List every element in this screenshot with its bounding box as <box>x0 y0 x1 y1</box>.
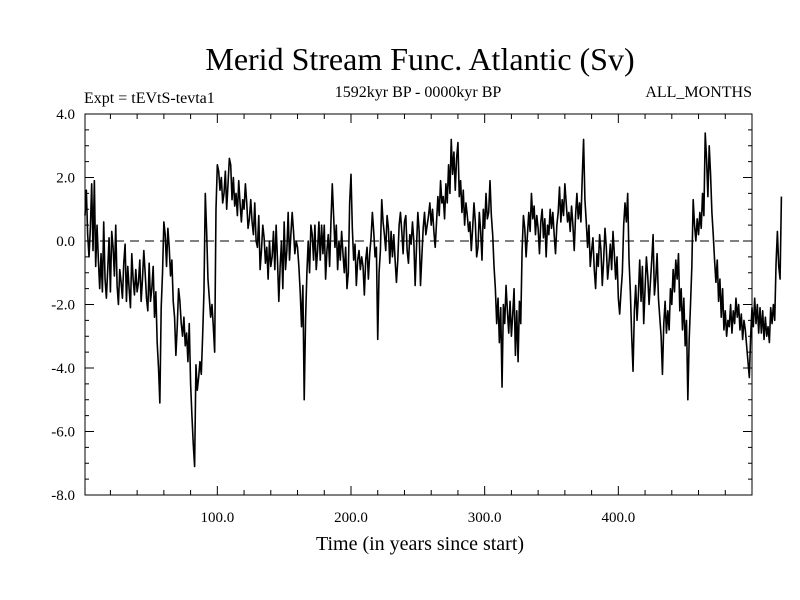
chart-subtitle-center: 1592kyr BP - 0000kyr BP <box>335 84 502 101</box>
y-tick-label: -2.0 <box>51 298 75 314</box>
y-tick-label: -4.0 <box>51 361 75 377</box>
tick-labels: 4.0 2.0 0.0 -2.0 -4.0 -6.0 -8.0 100.0 200.0 300.0… <box>51 107 635 526</box>
plot-area <box>84 132 783 468</box>
x-tick-label: 300.0 <box>468 510 502 526</box>
y-tick-label: -6.0 <box>51 425 75 441</box>
x-tick-label: 100.0 <box>200 510 234 526</box>
y-tick-label: 4.0 <box>56 107 75 123</box>
chart-subtitle-left: Expt = tEVtS-tevta1 <box>84 90 215 107</box>
y-tick-label: 0.0 <box>56 234 75 250</box>
chart-title: Merid Stream Func. Atlantic (Sv) <box>205 41 634 77</box>
x-axis-label: Time (in years since start) <box>316 533 524 555</box>
series-line-0 <box>84 132 783 468</box>
y-tick-label: -8.0 <box>51 488 75 504</box>
y-tick-label: 2.0 <box>56 171 75 187</box>
x-tick-label: 400.0 <box>601 510 635 526</box>
chart-subtitle-right: ALL_MONTHS <box>645 84 752 101</box>
x-tick-label: 200.0 <box>334 510 368 526</box>
plot-frame <box>84 113 753 496</box>
axis-ticks <box>85 113 752 496</box>
